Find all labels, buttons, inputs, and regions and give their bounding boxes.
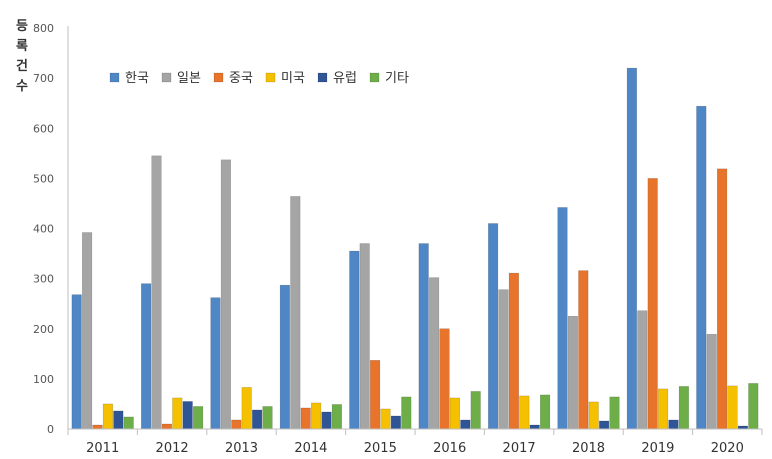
x-tick-label: 2014 xyxy=(294,441,327,456)
bar xyxy=(359,243,370,430)
y-tick-label: 700 xyxy=(33,72,54,85)
y-tick-label: 200 xyxy=(33,323,54,336)
legend-swatch xyxy=(161,72,172,83)
bar xyxy=(380,408,391,430)
legend-swatch xyxy=(265,72,276,83)
axes xyxy=(67,26,763,435)
bar xyxy=(588,401,599,430)
bar xyxy=(102,403,113,430)
bar xyxy=(331,404,342,430)
bar xyxy=(647,178,658,430)
bar xyxy=(717,168,728,430)
bar xyxy=(449,397,460,430)
legend-label: 한국 xyxy=(125,71,149,86)
legend-label: 일본 xyxy=(177,71,201,86)
legend-label: 미국 xyxy=(281,71,305,86)
bar xyxy=(498,289,509,430)
y-tick-label: 600 xyxy=(33,122,54,135)
bar xyxy=(439,328,450,430)
bar xyxy=(540,394,551,430)
bar xyxy=(488,223,499,430)
bar xyxy=(210,297,221,430)
bars xyxy=(71,67,759,430)
bar xyxy=(151,155,162,430)
bar xyxy=(401,396,412,430)
legend-swatch xyxy=(109,72,120,83)
bar xyxy=(321,411,332,430)
legend-swatch xyxy=(369,72,380,83)
bar xyxy=(123,416,134,430)
bar xyxy=(92,424,103,430)
bar xyxy=(470,391,481,430)
bar xyxy=(460,419,471,430)
x-tick-label: 2015 xyxy=(364,441,397,456)
bar xyxy=(71,294,82,430)
bar xyxy=(748,383,759,430)
legend-swatch xyxy=(213,72,224,83)
bar xyxy=(390,415,401,430)
legend-label: 유럽 xyxy=(333,71,357,86)
bar xyxy=(220,159,231,430)
bar xyxy=(637,310,648,430)
bar xyxy=(429,277,440,430)
y-tick-label: 400 xyxy=(33,223,54,236)
bar xyxy=(252,409,263,430)
bar xyxy=(290,196,301,430)
legend-label: 기타 xyxy=(385,71,409,86)
x-tick-label: 2019 xyxy=(641,441,674,456)
y-tick-label: 800 xyxy=(33,22,54,35)
y-tick-label: 300 xyxy=(33,273,54,286)
x-tick-label: 2016 xyxy=(433,441,466,456)
bar xyxy=(300,407,311,430)
bar xyxy=(82,232,93,430)
x-axis-ticks: 2011 2012 2013 2014 2015 2016 2017 2018 2019 2020 xyxy=(86,441,744,456)
bar xyxy=(696,105,707,430)
y-axis-ticks: 0 100 200 300 400 500 600 700 800 xyxy=(33,22,54,436)
x-tick-label: 2012 xyxy=(156,441,189,456)
bar xyxy=(349,250,360,430)
bar xyxy=(141,283,152,430)
x-tick-label: 2020 xyxy=(711,441,744,456)
bar xyxy=(678,386,689,430)
legend-swatch xyxy=(317,72,328,83)
bar xyxy=(578,270,589,430)
bar xyxy=(658,388,669,430)
bar xyxy=(557,207,568,430)
bar xyxy=(418,243,429,430)
legend: 한국 일본 중국 미국 유럽 기타 xyxy=(109,71,409,86)
x-tick-label: 2013 xyxy=(225,441,258,456)
bar xyxy=(599,420,610,430)
bar xyxy=(241,387,252,430)
y-tick-label: 0 xyxy=(47,423,54,436)
bar xyxy=(508,272,519,430)
bar xyxy=(609,396,620,430)
bar xyxy=(182,401,193,430)
bar xyxy=(706,334,717,430)
bar xyxy=(370,360,381,430)
bar xyxy=(727,385,738,430)
bar xyxy=(626,67,637,430)
bar xyxy=(172,397,183,430)
bar xyxy=(161,423,172,430)
bar xyxy=(231,419,242,430)
legend-label: 중국 xyxy=(229,71,253,86)
bar xyxy=(113,410,124,430)
y-tick-label: 500 xyxy=(33,172,54,185)
x-tick-label: 2018 xyxy=(572,441,605,456)
y-tick-label: 100 xyxy=(33,373,54,386)
bar xyxy=(279,284,290,430)
bar xyxy=(262,406,273,430)
bar xyxy=(519,395,530,430)
bar xyxy=(668,419,679,430)
x-tick-label: 2017 xyxy=(503,441,536,456)
bar xyxy=(193,406,204,430)
bar xyxy=(529,424,540,430)
bar xyxy=(311,402,322,430)
bar xyxy=(567,315,578,430)
x-tick-label: 2011 xyxy=(86,441,119,456)
